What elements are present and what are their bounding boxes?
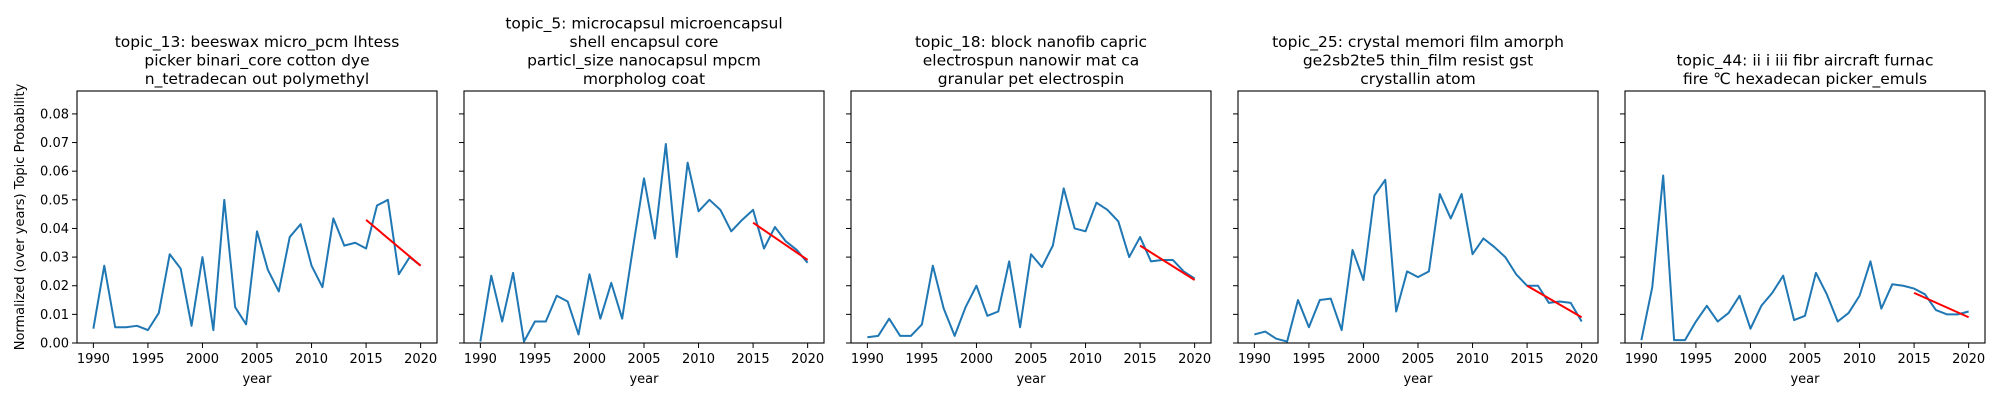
- chart-title-line: topic_18: block nanofib capric: [915, 33, 1147, 52]
- x-tick-label: 2000: [573, 352, 606, 367]
- chart-title-line: particl_size nanocapsul mpcm: [527, 52, 761, 71]
- plot-frame-5: [1624, 90, 1986, 344]
- trend-line-2: [752, 221, 809, 261]
- x-tick-label: 1995: [131, 352, 164, 367]
- series-line-2: [479, 142, 809, 343]
- x-tick-label: 2010: [295, 352, 328, 367]
- y-tick-label: 0.03: [40, 251, 69, 266]
- series-line-5: [1640, 174, 1969, 342]
- chart-title-line: n_tetradecan out polymethyl: [145, 70, 369, 89]
- chart-title-line: fire ℃ hexadecan picker_emuls: [1683, 70, 1927, 89]
- chart-title-line: morpholog coat: [583, 70, 705, 88]
- chart-title-line: picker binari_core cotton dye: [144, 52, 369, 71]
- chart-title-line: electrospun nanowir mat ca: [923, 52, 1140, 70]
- y-tick-label: 0.07: [40, 136, 69, 151]
- chart-title-line: ge2sb2te5 thin_film resist gst: [1303, 52, 1533, 71]
- x-tick-label: 2005: [240, 352, 273, 367]
- y-tick-label: 0.04: [40, 222, 69, 237]
- series-line-4: [1254, 178, 1583, 343]
- chart-title-line: shell encapsul core: [570, 33, 719, 51]
- x-tick-label: 1990: [1625, 352, 1658, 367]
- x-tick-label: 1990: [77, 352, 110, 367]
- x-tick-label: 2000: [186, 352, 219, 367]
- x-tick-label: 2015: [350, 352, 383, 367]
- x-tick-label: 1995: [905, 352, 938, 367]
- x-tick-label: 2020: [404, 352, 437, 367]
- x-axis-label: year: [629, 372, 659, 387]
- x-axis-label: year: [1016, 372, 1046, 387]
- x-tick-label: 2005: [1014, 352, 1047, 367]
- x-tick-label: 2005: [627, 352, 660, 367]
- x-tick-label: 2000: [960, 352, 993, 367]
- x-tick-label: 2010: [1843, 352, 1876, 367]
- y-tick-label: 0.06: [40, 165, 69, 180]
- x-tick-label: 1990: [464, 352, 497, 367]
- y-tick-label: 0.05: [40, 193, 69, 208]
- x-tick-label: 2010: [1069, 352, 1102, 367]
- x-axis-label: year: [1790, 372, 1820, 387]
- x-tick-label: 2020: [1565, 352, 1598, 367]
- x-tick-label: 2015: [1898, 352, 1931, 367]
- x-tick-label: 2005: [1788, 352, 1821, 367]
- x-tick-label: 1990: [851, 352, 884, 367]
- x-tick-label: 2000: [1734, 352, 1767, 367]
- trend-line-1: [365, 219, 422, 267]
- y-axis-label: Normalized (over years) Topic Probabilit…: [13, 83, 28, 350]
- y-tick-label: 0.01: [40, 308, 69, 323]
- x-tick-label: 1995: [518, 352, 551, 367]
- chart-title-line: topic_13: beeswax micro_pcm lhtess: [115, 33, 400, 52]
- x-tick-label: 2015: [1124, 352, 1157, 367]
- chart-title-line: crystallin atom: [1360, 70, 1476, 88]
- chart-title-line: topic_5: microcapsul microencapsul: [505, 15, 782, 34]
- plot-frame-3: [850, 90, 1212, 344]
- x-tick-label: 2005: [1401, 352, 1434, 367]
- x-tick-label: 1995: [1292, 352, 1325, 367]
- plot-frame-4: [1237, 90, 1599, 344]
- y-tick-label: 0.08: [40, 107, 69, 122]
- chart-title-line: topic_44: ii i iii fibr aircraft furnac: [1676, 52, 1933, 71]
- x-axis-label: year: [242, 372, 272, 387]
- x-tick-label: 1995: [1679, 352, 1712, 367]
- plot-frame-1: [76, 90, 438, 344]
- chart-title-line: granular pet electrospin: [938, 70, 1124, 88]
- x-axis-label: year: [1403, 372, 1433, 387]
- series-line-3: [867, 187, 1196, 339]
- x-tick-label: 2020: [791, 352, 824, 367]
- x-tick-label: 2020: [1178, 352, 1211, 367]
- x-tick-label: 2010: [1456, 352, 1489, 367]
- y-tick-label: 0.00: [40, 337, 69, 352]
- trend-line-4: [1526, 284, 1583, 319]
- series-line-1: [92, 198, 422, 332]
- trend-line-5: [1913, 291, 1970, 319]
- chart-title-line: topic_25: crystal memori film amorph: [1272, 33, 1564, 52]
- x-tick-label: 2015: [737, 352, 770, 367]
- x-tick-label: 1990: [1238, 352, 1271, 367]
- trend-line-3: [1139, 244, 1196, 281]
- x-tick-label: 2020: [1952, 352, 1985, 367]
- x-tick-label: 2015: [1511, 352, 1544, 367]
- x-tick-label: 2000: [1347, 352, 1380, 367]
- y-tick-label: 0.02: [40, 279, 69, 294]
- x-tick-label: 2010: [682, 352, 715, 367]
